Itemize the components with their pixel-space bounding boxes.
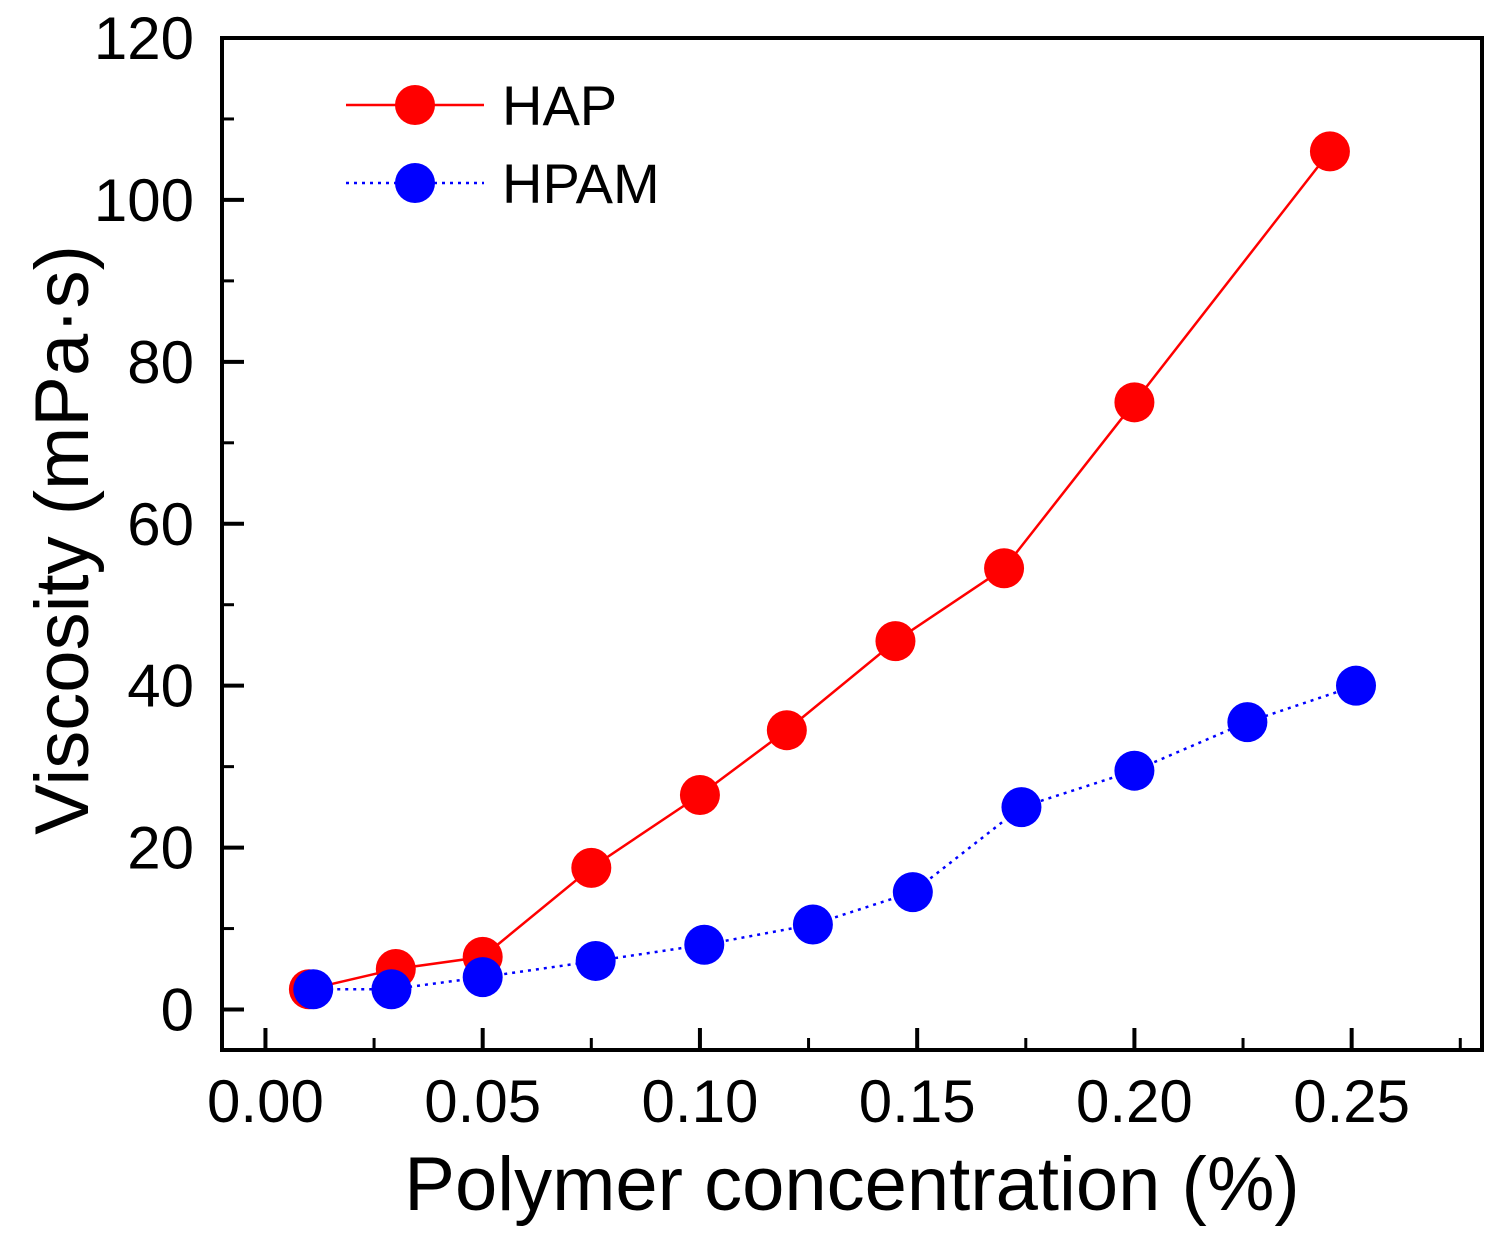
data-point-hpam (1114, 750, 1155, 791)
legend: HAP HPAM (346, 74, 660, 215)
x-tick-label: 0.25 (1293, 1068, 1410, 1135)
x-tick-label: 0.05 (424, 1068, 541, 1135)
data-point-hpam (1001, 787, 1042, 828)
data-point-hpam (371, 969, 412, 1010)
x-tick-label: 0.20 (1076, 1068, 1193, 1135)
series-layer (288, 131, 1376, 1010)
series-line-hap (308, 150, 1331, 991)
data-point-hpam (293, 969, 334, 1010)
data-point-hap (679, 774, 720, 815)
series-hap (288, 131, 1350, 1010)
data-point-hap (875, 621, 916, 662)
series-hpam (293, 665, 1376, 1010)
data-point-hpam (684, 924, 725, 965)
data-point-hap (571, 847, 612, 888)
y-tick-label: 60 (127, 491, 194, 558)
y-tick-label: 80 (127, 329, 194, 396)
y-tick-label: 20 (127, 815, 194, 882)
data-point-hpam (575, 940, 616, 981)
data-point-hpam (1227, 702, 1268, 743)
data-point-hpam (792, 904, 833, 945)
axes-layer: 0.00 0.05 0.10 0.15 0.20 0.25 0 20 40 60 80 100 120 (94, 5, 1484, 1135)
data-point-hap (1114, 382, 1155, 423)
legend-item-hpam: HPAM (346, 152, 660, 215)
data-point-hap (1309, 131, 1350, 172)
legend-label-hap: HAP (502, 74, 617, 137)
data-point-hpam (892, 872, 933, 913)
x-tick-label: 0.10 (642, 1068, 759, 1135)
data-point-hpam (462, 957, 503, 998)
y-tick-label: 120 (94, 5, 194, 72)
y-tick-label: 0 (161, 977, 194, 1044)
y-tick-label: 40 (127, 653, 194, 720)
y-axis-title: Viscosity (mPa·s) (20, 245, 105, 835)
plot-frame (220, 36, 1484, 1052)
x-tick-label: 0.00 (207, 1068, 324, 1135)
x-tick-label: 0.15 (859, 1068, 976, 1135)
legend-item-hap: HAP (346, 74, 617, 137)
x-axis-title: Polymer concentration (%) (404, 1142, 1299, 1227)
data-point-hap (984, 548, 1025, 589)
y-tick-label: 100 (94, 167, 194, 234)
data-point-hap (766, 710, 807, 751)
legend-marker-hap (395, 85, 435, 125)
legend-label-hpam: HPAM (502, 152, 660, 215)
data-point-hpam (1336, 665, 1376, 706)
legend-marker-hpam (395, 163, 435, 203)
